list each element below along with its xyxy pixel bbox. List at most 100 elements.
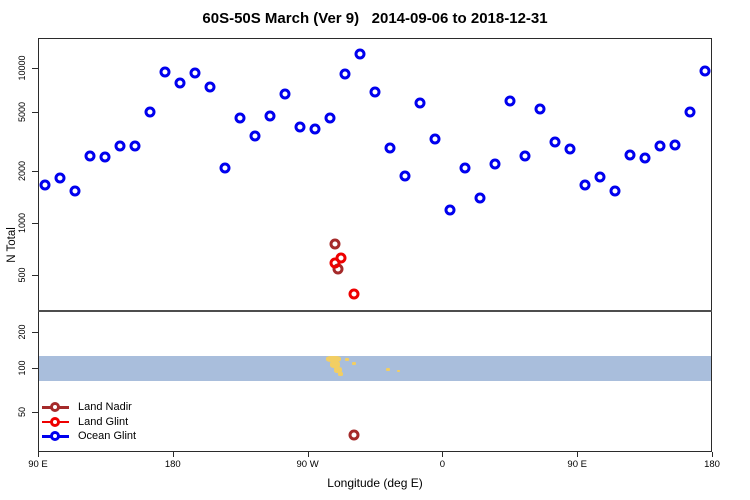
ocean-glint-point	[669, 139, 681, 151]
y-tick-label: 200	[17, 324, 27, 340]
ocean-glint-point	[519, 150, 531, 162]
ocean-glint-point	[684, 106, 696, 118]
x-tick-label: 90 W	[296, 459, 319, 470]
legend-label: Ocean Glint	[78, 430, 137, 443]
ocean-glint-point	[264, 110, 276, 122]
ocean-glint-point	[639, 152, 651, 164]
legend: Land Nadir Land Glint Ocean Glint	[42, 400, 136, 444]
ocean-glint-point	[369, 86, 381, 98]
ocean-glint-point	[459, 162, 471, 174]
ocean-glint-point	[534, 103, 546, 115]
x-tick	[712, 452, 713, 457]
x-tick-label: 180	[704, 459, 720, 470]
x-axis-title: Longitude (deg E)	[327, 476, 423, 490]
ocean-glint-point	[324, 112, 336, 124]
ocean-glint-point	[294, 121, 306, 133]
land-nadir-point	[348, 429, 360, 441]
ocean-glint-marker-icon	[42, 431, 69, 442]
ocean-glint-point	[279, 88, 291, 100]
ocean-glint-point	[654, 140, 666, 152]
legend-label: Land Nadir	[78, 401, 132, 414]
land-glint-marker-icon	[42, 416, 69, 427]
ocean-glint-point	[414, 97, 426, 109]
land-nadir-point	[329, 238, 341, 250]
ocean-glint-point	[204, 81, 216, 93]
chart-title: 60S-50S March (Ver 9) 2014-09-06 to 2018…	[202, 10, 548, 27]
land-mass	[330, 361, 340, 368]
x-tick-label: 90 E	[28, 459, 48, 470]
y-tick-label: 50	[17, 406, 27, 418]
x-tick-label: 0	[439, 459, 446, 470]
ocean-glint-point	[384, 142, 396, 154]
ocean-glint-point	[444, 204, 456, 216]
ocean-glint-point	[504, 95, 516, 107]
ocean-glint-point	[249, 130, 261, 142]
ocean-glint-point	[129, 140, 141, 152]
ocean-glint-point	[699, 65, 710, 77]
ocean-glint-point	[189, 67, 201, 79]
ocean-glint-point	[594, 171, 606, 183]
y-tick-label: 5000	[17, 101, 27, 123]
y-tick-label: 500	[17, 267, 27, 283]
y-tick-label: 100	[17, 360, 27, 376]
legend-item-ocean-glint: Ocean Glint	[42, 429, 136, 444]
legend-item-land-nadir: Land Nadir	[42, 400, 136, 415]
ocean-glint-point	[489, 158, 501, 170]
ocean-glint-point	[84, 150, 96, 162]
y-tick	[32, 275, 38, 276]
x-tick	[172, 452, 174, 457]
ocean-glint-point	[309, 123, 321, 135]
ocean-glint-point	[429, 133, 441, 145]
land-mass	[334, 367, 342, 373]
ocean-glint-point	[399, 170, 411, 182]
y-tick	[32, 112, 38, 113]
land-mass	[397, 370, 400, 372]
y-tick-label: 1000	[17, 212, 27, 234]
x-tick	[38, 452, 39, 457]
y-tick-label: 10000	[17, 55, 27, 81]
y-tick	[32, 223, 38, 224]
ocean-glint-point	[564, 143, 576, 155]
land-mass	[338, 372, 343, 376]
ocean-glint-point	[474, 192, 486, 204]
land-mass	[326, 356, 341, 362]
ocean-glint-point	[624, 149, 636, 161]
y-tick	[32, 332, 38, 333]
x-tick-label: 90 E	[567, 459, 587, 470]
ocean-glint-point	[69, 185, 81, 197]
land-glint-point	[348, 288, 360, 300]
x-tick	[577, 452, 579, 457]
ocean-map-band	[39, 356, 711, 381]
ocean-glint-point	[234, 112, 246, 124]
x-tick-label: 180	[164, 459, 181, 470]
ocean-glint-point	[609, 185, 621, 197]
legend-label: Land Glint	[78, 415, 129, 428]
x-tick	[307, 452, 309, 457]
y-tick-label: 2000	[17, 160, 27, 182]
ocean-glint-point	[354, 48, 366, 60]
land-nadir-marker-icon	[42, 402, 69, 413]
ocean-glint-point	[144, 106, 156, 118]
x-tick	[442, 452, 444, 457]
land-mass	[386, 368, 390, 371]
y-tick	[32, 68, 38, 69]
ocean-glint-point	[549, 136, 561, 148]
ocean-glint-point	[174, 77, 186, 89]
land-mass	[352, 362, 356, 365]
plot-area	[38, 38, 712, 452]
ocean-glint-point	[114, 140, 126, 152]
y-tick	[32, 368, 38, 369]
land-glint-point	[335, 252, 347, 264]
land-mass	[345, 358, 349, 361]
ocean-glint-point	[99, 151, 111, 163]
ocean-glint-point	[219, 162, 231, 174]
y-tick	[32, 171, 38, 172]
ocean-glint-point	[39, 179, 51, 191]
panel-divider-line	[38, 310, 712, 312]
legend-item-land-glint: Land Glint	[42, 415, 136, 430]
ocean-glint-point	[339, 68, 351, 80]
ocean-glint-point	[54, 172, 66, 184]
ocean-glint-point	[579, 179, 591, 191]
y-tick	[32, 412, 38, 413]
